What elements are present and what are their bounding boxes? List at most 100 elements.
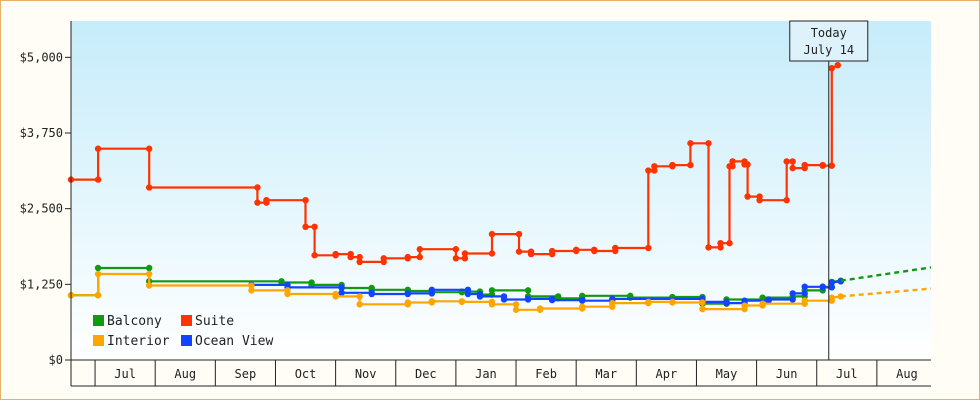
- ocean-view-point: [428, 286, 436, 293]
- suite-point: [416, 246, 424, 253]
- interior-point: [248, 287, 255, 294]
- today-label: Today: [811, 26, 847, 40]
- x-tick-label: Sep: [235, 367, 257, 381]
- suite-point: [783, 158, 790, 165]
- interior-point: [248, 282, 255, 289]
- y-tick-label: $1,250: [20, 277, 63, 291]
- interior-point: [578, 303, 586, 310]
- interior-point: [828, 294, 835, 301]
- suite-point: [705, 140, 712, 147]
- legend-swatch-suite: [181, 315, 192, 326]
- interior-point: [145, 270, 153, 278]
- suite-point: [461, 250, 469, 257]
- legend-swatch-ocean-view: [181, 335, 192, 346]
- x-tick-label: Aug: [174, 367, 196, 381]
- suite-point: [404, 253, 411, 261]
- ocean-view-point: [548, 296, 556, 304]
- suite-point: [94, 145, 102, 152]
- y-tick-label: $2,500: [20, 202, 63, 216]
- x-tick-label: Feb: [535, 367, 557, 381]
- interior-point: [94, 292, 102, 299]
- x-tick-label: Mar: [595, 367, 617, 381]
- suite-point: [834, 61, 841, 69]
- x-tick-label: Jul: [836, 367, 858, 381]
- interior-point: [759, 300, 766, 307]
- suite-point: [302, 223, 309, 231]
- balcony-point: [145, 264, 153, 272]
- today-box: [789, 20, 869, 62]
- x-tick-label: Dec: [415, 367, 437, 381]
- x-tick-label: Jul: [114, 367, 136, 381]
- suite-point: [145, 145, 153, 152]
- ocean-view-point: [404, 290, 411, 297]
- x-tick-label: Apr: [656, 367, 678, 381]
- ocean-view-point: [819, 284, 826, 291]
- interior-point: [645, 298, 652, 306]
- x-tick-label: May: [716, 367, 738, 381]
- legend-swatch-interior: [93, 335, 104, 346]
- suite-point: [356, 258, 363, 266]
- suite-point: [729, 158, 736, 165]
- ocean-view-point: [828, 279, 835, 286]
- y-tick-label: $0: [49, 353, 63, 367]
- suite-point: [94, 176, 102, 183]
- x-tick-label: Oct: [295, 367, 317, 381]
- suite-point: [380, 255, 387, 262]
- interior-point: [404, 299, 411, 306]
- suite-point: [515, 230, 523, 238]
- suite-point: [515, 248, 523, 255]
- suite-point: [452, 246, 460, 253]
- ocean-view-point: [338, 284, 345, 291]
- suite-point: [651, 163, 658, 170]
- suite-point: [687, 140, 694, 147]
- suite-point: [669, 161, 676, 169]
- suite-point: [527, 250, 535, 258]
- ocean-view-point: [500, 296, 508, 303]
- ocean-view-point: [828, 284, 835, 291]
- suite-point: [744, 193, 751, 200]
- ocean-view-point: [723, 299, 730, 307]
- suite-point: [332, 250, 339, 258]
- balcony-point: [759, 294, 766, 301]
- suite-point: [452, 255, 460, 262]
- interior-point: [512, 306, 520, 313]
- balcony-forecast-line: [840, 266, 932, 282]
- balcony-point: [524, 287, 532, 294]
- interior-forecast-line: [840, 287, 932, 298]
- suite-point: [311, 223, 318, 231]
- suite-point: [744, 161, 751, 168]
- ocean-view-point: [789, 296, 796, 303]
- suite-point: [801, 161, 808, 169]
- legend-swatch-balcony: [93, 315, 104, 326]
- interior-point: [699, 305, 706, 313]
- suite-point: [645, 244, 652, 252]
- y-tick-label: $5,000: [20, 50, 63, 64]
- x-tick-label: Jun: [776, 367, 798, 381]
- balcony-point: [488, 287, 496, 294]
- interior-point: [801, 297, 808, 304]
- x-tick-label: Jan: [475, 367, 497, 381]
- ocean-view-point: [765, 296, 772, 303]
- suite-point: [302, 196, 309, 204]
- suite-point: [789, 158, 796, 165]
- suite-point: [488, 250, 496, 257]
- suite-point: [729, 163, 736, 170]
- suite-point: [828, 162, 835, 169]
- interior-point: [512, 301, 520, 308]
- interior-point: [145, 282, 153, 289]
- today-date: July 14: [803, 43, 854, 57]
- suite-point: [591, 247, 598, 255]
- suite-point: [612, 244, 619, 252]
- legend-label-interior: Interior: [107, 334, 170, 349]
- suite-point: [347, 253, 354, 261]
- suite-point: [572, 246, 580, 254]
- ocean-view-point: [464, 290, 472, 298]
- suite-point: [705, 244, 712, 251]
- ocean-view-point: [741, 297, 748, 304]
- ocean-view-point: [789, 290, 796, 297]
- interior-point: [741, 302, 748, 309]
- suite-point: [356, 253, 363, 261]
- interior-point: [609, 299, 616, 307]
